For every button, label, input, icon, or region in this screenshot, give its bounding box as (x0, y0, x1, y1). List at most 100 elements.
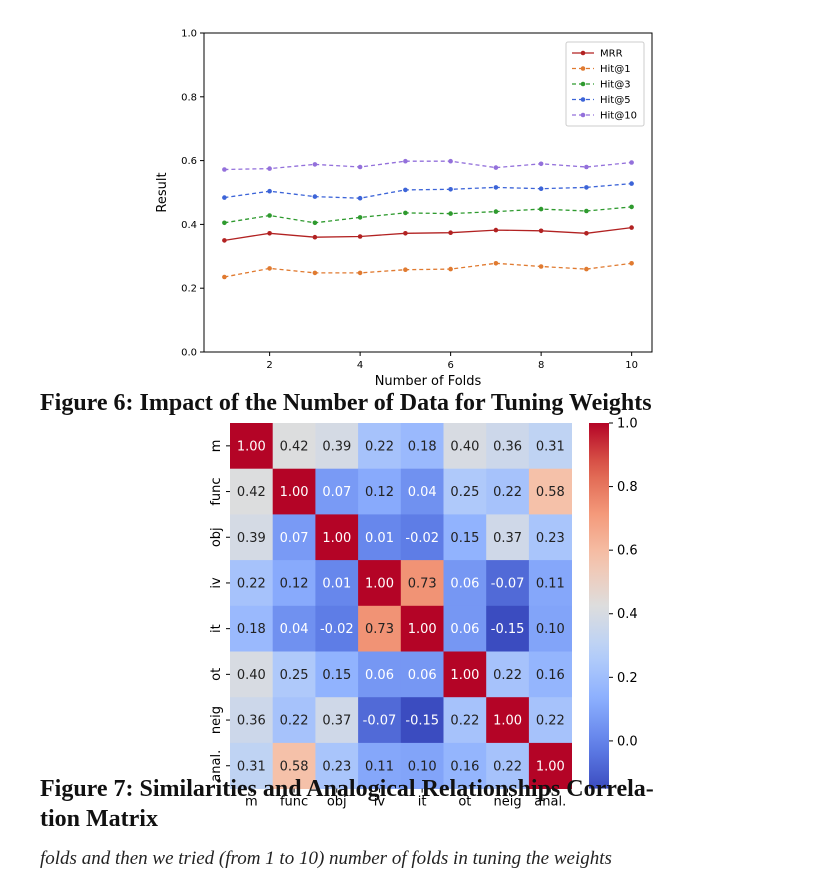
data-point (357, 270, 363, 276)
heatmap-cell (528, 742, 572, 789)
legend-label: Hit@10 (600, 111, 637, 122)
plot-frame (203, 32, 653, 353)
data-point (267, 213, 272, 218)
data-point (222, 238, 227, 243)
row-label: obj (209, 527, 224, 547)
colorbar-tick-label: 0.6 (617, 544, 638, 559)
cell-value-label: 0.31 (536, 439, 565, 454)
data-point (222, 195, 227, 200)
heatmap-cell (358, 742, 402, 789)
legend-label: Hit@1 (600, 64, 631, 75)
cell-value-label: 0.15 (322, 668, 351, 683)
x-tick-label: 6 (447, 360, 453, 371)
heatmap-cell (315, 560, 359, 607)
cell-value-label: 0.40 (237, 668, 266, 683)
heatmap-cell (230, 605, 274, 652)
cell-value-label: 0.25 (280, 668, 309, 683)
y-tick-label: 0.4 (181, 220, 197, 231)
y-tick-label: 0.8 (181, 92, 197, 103)
series-line (224, 206, 632, 224)
y-axis-label: Result (155, 172, 170, 212)
series-line (224, 182, 632, 199)
heatmap-cell (358, 423, 402, 470)
data-point (629, 225, 634, 230)
cell-value-label: 0.39 (237, 531, 266, 546)
cell-value-label: -0.07 (363, 714, 397, 729)
y-tick-label: 0.0 (181, 348, 197, 359)
heatmap-cell (486, 697, 530, 744)
series-mrr (222, 225, 634, 243)
x-axis-label: Number of Folds (375, 374, 482, 389)
data-point (267, 231, 272, 236)
cell-value-label: 0.58 (280, 759, 309, 774)
heatmap-cell (230, 697, 274, 744)
heatmap-cell (315, 423, 359, 470)
y-tick-label: 0.2 (181, 284, 197, 295)
heatmap-cell (528, 605, 572, 652)
series-hit-at-1 (222, 261, 634, 280)
column-label: it (418, 795, 427, 810)
heatmap-cell (400, 651, 444, 698)
x-tick-label: 2 (266, 360, 272, 371)
heatmap-cell (400, 468, 444, 515)
data-point (403, 210, 408, 216)
heatmap-cell (486, 514, 530, 561)
heatmap-cell (400, 742, 444, 789)
heatmap-cell (272, 742, 316, 789)
heatmap-cell (272, 468, 316, 515)
cell-value-label: 0.18 (237, 622, 266, 637)
data-point (493, 209, 499, 214)
heatmap-cell (230, 560, 274, 607)
legend-label: Hit@3 (600, 80, 631, 91)
legend-label: MRR (600, 49, 623, 60)
heatmap-cell (315, 697, 359, 744)
cell-value-label: 0.04 (408, 485, 437, 500)
cell-value-label: 1.00 (237, 439, 266, 454)
cell-value-label: 1.00 (408, 622, 437, 637)
figure-7-caption-line-1: Figure 7: Similarities and Analogical Re… (40, 776, 654, 802)
heatmap-cell (400, 697, 444, 744)
heatmap-cell (272, 697, 316, 744)
colorbar-tick-label: 0.0 (617, 734, 638, 749)
heatmap-cell (230, 468, 274, 515)
cell-value-label: 0.01 (322, 577, 351, 592)
data-point (312, 220, 318, 226)
heatmap-cell (443, 742, 487, 789)
data-point (584, 231, 589, 236)
row-label: it (209, 624, 224, 633)
cell-value-label: 0.16 (450, 759, 479, 774)
cell-value-label: 0.31 (237, 759, 266, 774)
data-point (312, 162, 318, 167)
legend-marker (580, 81, 586, 87)
heatmap-cell (358, 651, 402, 698)
data-point (629, 181, 634, 186)
cell-value-label: 0.10 (536, 622, 565, 637)
data-point (357, 164, 363, 170)
cell-value-label: 0.73 (408, 577, 437, 592)
heatmap-cell (272, 514, 316, 561)
cell-value-label: 0.06 (408, 668, 437, 683)
series-line (224, 160, 632, 171)
row-label: iv (209, 577, 224, 589)
heatmap-cell (486, 651, 530, 698)
heatmap-cell (358, 697, 402, 744)
cell-value-label: 0.04 (280, 622, 309, 637)
cell-value-label: -0.02 (320, 622, 354, 637)
data-point (584, 208, 589, 214)
heatmap-cell (272, 560, 316, 607)
column-label: obj (327, 795, 347, 810)
heatmap-cell (358, 560, 402, 607)
heatmap-cell (528, 697, 572, 744)
heatmap-cell (443, 423, 487, 470)
cell-value-label: 0.10 (408, 759, 437, 774)
series-line (224, 226, 632, 242)
heatmap-cell (443, 697, 487, 744)
cell-value-label: 0.23 (536, 531, 565, 546)
colorbar-tick-label: 0.8 (617, 480, 638, 495)
cell-value-label: 0.06 (450, 622, 479, 637)
data-point (538, 264, 544, 269)
data-point (584, 164, 589, 170)
data-point (312, 270, 318, 276)
series-hit-at-3 (222, 204, 634, 226)
cell-value-label: 1.00 (365, 577, 394, 592)
